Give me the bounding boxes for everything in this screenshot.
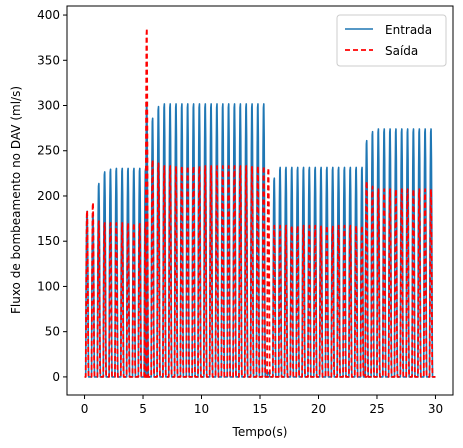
y-axis-label: Fluxo de bombeamento no DAV (ml/s): [9, 86, 23, 314]
x-tick-label: 25: [369, 402, 384, 416]
x-tick-label: 10: [194, 402, 209, 416]
x-tick-label: 20: [311, 402, 326, 416]
y-tick-label: 0: [52, 370, 60, 384]
y-tick-label: 200: [37, 189, 60, 203]
x-axis-label: Tempo(s): [232, 425, 288, 439]
x-tick-label: 30: [428, 402, 443, 416]
y-tick-label: 400: [37, 8, 60, 22]
y-tick-label: 100: [37, 279, 60, 293]
x-tick-label: 15: [252, 402, 267, 416]
y-tick-label: 350: [37, 53, 60, 67]
y-tick-label: 150: [37, 234, 60, 248]
legend-label-entrada: Entrada: [385, 23, 432, 37]
y-tick-label: 300: [37, 99, 60, 113]
x-tick-label: 5: [139, 402, 147, 416]
x-tick-label: 0: [81, 402, 89, 416]
y-tick-label: 250: [37, 144, 60, 158]
legend-label-saida: Saída: [385, 44, 418, 58]
y-tick-label: 50: [45, 325, 60, 339]
legend: Entrada Saída: [337, 15, 446, 66]
